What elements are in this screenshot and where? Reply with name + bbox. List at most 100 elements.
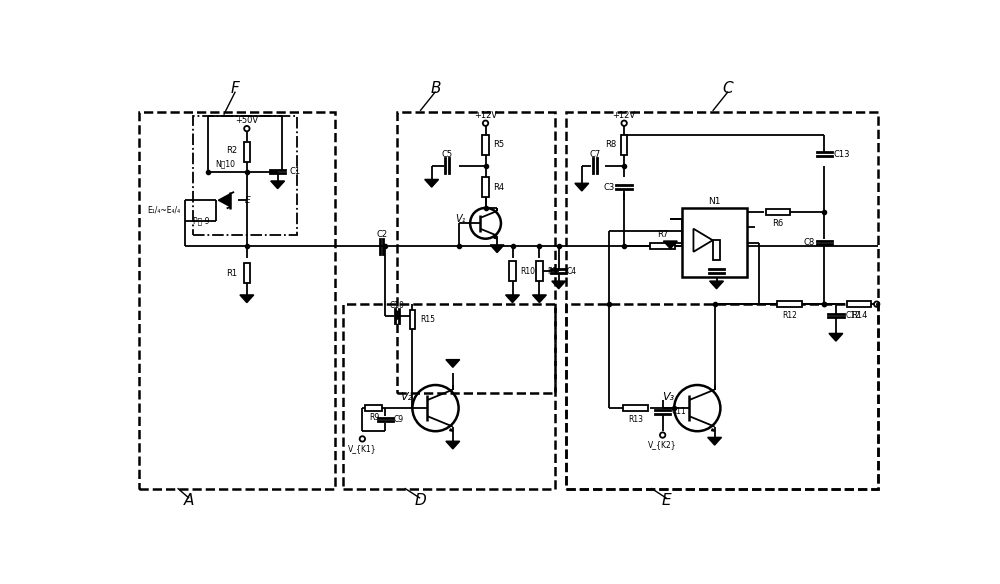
Polygon shape (663, 241, 677, 249)
Polygon shape (218, 194, 230, 207)
Bar (482, 135, 489, 155)
Polygon shape (533, 295, 546, 303)
Bar (536, 261, 543, 281)
Polygon shape (575, 183, 589, 191)
Text: 3: 3 (740, 209, 744, 214)
Polygon shape (271, 181, 285, 189)
Polygon shape (490, 245, 504, 252)
Text: N1: N1 (708, 197, 721, 206)
Text: C6: C6 (726, 266, 737, 276)
Bar (847, 301, 871, 307)
Text: R12: R12 (782, 311, 797, 320)
Bar (566, 304, 878, 489)
Text: R10: R10 (520, 266, 535, 276)
Text: D: D (414, 493, 426, 508)
Polygon shape (829, 333, 843, 341)
Text: V-: V- (727, 225, 732, 230)
Bar (139, 112, 335, 489)
Polygon shape (450, 429, 453, 431)
Bar (193, 116, 297, 235)
Text: C8: C8 (804, 238, 815, 247)
Text: V_{K1}: V_{K1} (348, 444, 377, 453)
Polygon shape (425, 179, 439, 187)
Text: -IN: -IN (699, 217, 707, 222)
Text: C3: C3 (604, 183, 615, 192)
Text: C2: C2 (376, 230, 387, 239)
Polygon shape (711, 429, 715, 431)
Text: 6: 6 (686, 240, 690, 245)
Text: F: F (231, 81, 240, 96)
Text: OUT: OUT (720, 240, 732, 245)
Bar (410, 310, 415, 329)
Text: V₃: V₃ (662, 391, 674, 402)
Text: 4: 4 (686, 217, 690, 222)
Polygon shape (708, 437, 722, 445)
Bar (650, 244, 675, 249)
Bar (713, 240, 720, 260)
Text: 1: 1 (740, 240, 744, 245)
Text: R8: R8 (605, 140, 616, 150)
Bar (509, 261, 516, 281)
Text: N区10: N区10 (215, 159, 235, 169)
Text: R2: R2 (226, 145, 237, 155)
Bar (482, 177, 489, 197)
Text: B: B (430, 81, 441, 96)
Text: 5: 5 (686, 228, 690, 234)
Polygon shape (446, 360, 460, 367)
Text: ∞: ∞ (702, 235, 711, 245)
Polygon shape (552, 281, 566, 288)
Text: R1: R1 (696, 246, 707, 255)
Text: +12V: +12V (613, 111, 636, 120)
Bar (621, 135, 627, 155)
Text: C5: C5 (441, 150, 453, 158)
Bar (766, 208, 790, 215)
Bar (343, 304, 555, 489)
Text: R15: R15 (420, 315, 435, 324)
Polygon shape (710, 281, 723, 288)
Text: R5: R5 (493, 140, 504, 150)
Text: C1: C1 (289, 167, 300, 176)
Bar (244, 142, 250, 162)
Text: R4: R4 (493, 183, 504, 192)
Text: P区 9: P区 9 (193, 217, 209, 225)
Text: EN: EN (699, 228, 706, 234)
Text: R6: R6 (773, 219, 784, 228)
Text: C: C (723, 81, 733, 96)
Text: C9: C9 (393, 415, 403, 424)
Bar (397, 112, 555, 392)
Bar (365, 405, 382, 411)
Text: E: E (662, 493, 671, 508)
Polygon shape (240, 295, 254, 303)
Bar (682, 208, 747, 277)
Text: C12: C12 (845, 311, 860, 320)
Polygon shape (506, 295, 519, 303)
Text: V₁: V₁ (456, 214, 466, 224)
Text: C10: C10 (390, 301, 404, 310)
Text: V₂: V₂ (400, 391, 412, 402)
Text: C7: C7 (589, 150, 601, 158)
Text: R1: R1 (226, 269, 237, 278)
Text: R13: R13 (628, 415, 643, 424)
Text: R9: R9 (369, 413, 379, 422)
Text: E: E (245, 196, 250, 205)
Text: C11: C11 (672, 408, 687, 416)
Text: R3: R3 (547, 266, 557, 276)
Text: A: A (184, 493, 194, 508)
Bar (623, 405, 648, 411)
Text: R14: R14 (851, 311, 867, 320)
Text: +IN: +IN (721, 209, 732, 214)
Text: V_{K2}: V_{K2} (648, 440, 677, 449)
Polygon shape (446, 442, 460, 449)
Text: 2: 2 (740, 225, 744, 230)
Bar (244, 263, 250, 283)
Text: C4: C4 (566, 266, 577, 276)
Text: E₁/₄~E₄/₄: E₁/₄~E₄/₄ (147, 206, 180, 215)
Text: +12V: +12V (474, 111, 497, 120)
Text: C13: C13 (834, 150, 850, 158)
Text: +50V: +50V (235, 116, 258, 126)
Bar (566, 112, 878, 489)
Text: V+: V+ (699, 240, 707, 245)
Text: R7: R7 (657, 230, 668, 239)
Bar (777, 301, 802, 307)
Polygon shape (494, 237, 497, 239)
